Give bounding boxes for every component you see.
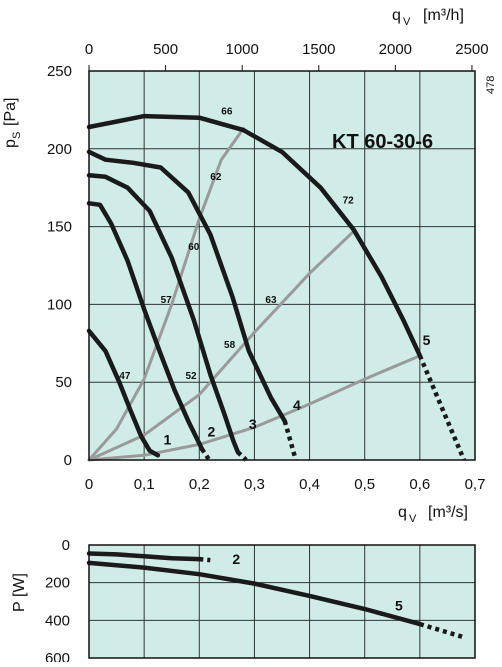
power-plot-area (89, 545, 475, 658)
efficiency-label-66: 66 (221, 107, 233, 118)
top-tick-label-1: 500 (153, 41, 178, 58)
curve-label-5: 5 (423, 332, 431, 348)
y-tick-label-2: 100 (47, 296, 72, 313)
efficiency-label-57: 57 (161, 295, 173, 306)
power-axis-label-p: P (11, 601, 28, 612)
power-curve-2-tail (199, 556, 211, 563)
pressure-axis-label-sub: S (11, 132, 23, 139)
curve-label-2: 2 (208, 424, 216, 440)
x-tick-label-7: 0,7 (465, 476, 486, 493)
fan-curve-3 (86, 173, 241, 455)
power-curve-labels: 25 (232, 551, 403, 613)
curve-labels: 66 62 60 57 58 63 72 52 47 1 2 3 4 5 (119, 107, 430, 448)
curve-label-1: 1 (163, 431, 171, 447)
system-curve-1 (87, 127, 245, 462)
power-curve-label-5: 5 (395, 597, 403, 613)
fan-curve-5-tail (417, 354, 467, 461)
y-tick-label-1: 50 (55, 374, 72, 391)
pressure-axis-label-unit: [Pa] (2, 98, 19, 126)
top-axis-label-q: q (392, 7, 401, 24)
bottom-axis-label: q V [m³/s] (398, 504, 468, 525)
power-axis-ticks: 0 200 400 600 (45, 537, 70, 667)
y-tick-label-5: 250 (47, 63, 72, 80)
x-tick-label-5: 0,5 (354, 476, 375, 493)
system-curve-2 (87, 229, 356, 462)
x-tick-label-4: 0,4 (299, 476, 320, 493)
efficiency-label-63: 63 (265, 295, 277, 306)
bottom-axis-label-sub: V (409, 513, 417, 525)
corner-note: 478 (485, 76, 497, 94)
x-tick-label-2: 0,2 (189, 476, 210, 493)
pressure-plot-area (89, 71, 475, 460)
power-y-tick-label-0: 0 (62, 537, 70, 554)
curve-label-3: 3 (249, 416, 257, 432)
efficiency-label-47: 47 (119, 371, 131, 382)
x-tick-label-6: 0,6 (409, 476, 430, 493)
efficiency-label-60: 60 (188, 242, 200, 253)
x-tick-label-0: 0 (85, 476, 93, 493)
power-y-tick-label-3: 600 (45, 650, 70, 662)
power-y-tick-label-1: 200 (45, 575, 70, 592)
power-axis-label-unit: [W] (11, 573, 28, 597)
x-tick-label-3: 0,3 (244, 476, 265, 493)
fan-curve-3-tail (236, 450, 248, 462)
system-curves (87, 127, 422, 462)
fan-curve-4 (86, 149, 288, 424)
system-curve-3 (87, 354, 422, 462)
efficiency-label-62: 62 (210, 172, 222, 183)
top-tick-label-4: 2000 (379, 41, 412, 58)
fan-curve-5 (86, 113, 423, 358)
power-axis-label: P [W] (11, 573, 28, 612)
bottom-axis-label-q: q (398, 504, 407, 521)
top-tick-label-5: 2500 (455, 41, 488, 58)
top-axis-label-unit: [m³/h] (423, 7, 464, 24)
fan-curve-4-tail (282, 420, 298, 461)
pressure-axis-label: p S [Pa] (2, 98, 23, 148)
pressure-plot-frame (88, 70, 476, 461)
power-curves (86, 551, 465, 640)
fan-curve-1 (86, 328, 161, 458)
top-axis-label: q V [m³/h] (392, 7, 464, 28)
efficiency-label-52: 52 (185, 371, 197, 382)
x-tick-label-1: 0,1 (134, 476, 155, 493)
power-y-tick-label-2: 400 (45, 612, 70, 629)
pressure-axis-label-p: p (2, 139, 19, 148)
y-tick-label-4: 200 (47, 141, 72, 158)
y-tick-label-0: 0 (64, 452, 72, 469)
top-tick-label-3: 1500 (302, 41, 335, 58)
top-axis-label-sub: V (403, 16, 411, 28)
bottom-axis-label-unit: [m³/s] (428, 504, 468, 521)
power-plot-frame (88, 544, 476, 659)
fan-curves (86, 113, 467, 462)
fan-curve-2-tail (200, 447, 212, 462)
efficiency-label-58: 58 (224, 340, 236, 351)
power-curve-5 (86, 560, 423, 627)
top-tick-label-2: 1000 (225, 41, 258, 58)
power-curve-2 (86, 551, 202, 562)
efficiency-label-72: 72 (343, 195, 355, 206)
y-tick-label-3: 150 (47, 219, 72, 236)
chart-title: KT 60-30-6 (332, 131, 433, 153)
curve-label-4: 4 (293, 397, 301, 413)
fan-curve-2 (86, 201, 205, 452)
power-curve-label-2: 2 (232, 551, 240, 567)
top-tick-label-0: 0 (85, 41, 93, 58)
